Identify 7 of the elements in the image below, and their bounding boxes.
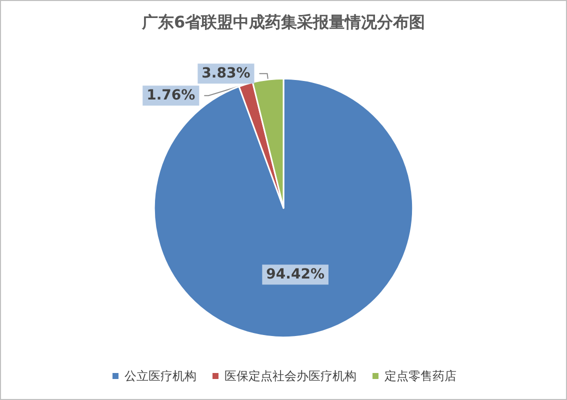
data-label: 1.76% bbox=[146, 88, 196, 104]
data-label: 94.42% bbox=[266, 266, 324, 283]
legend-label: 定点零售药店 bbox=[384, 369, 456, 383]
legend-label: 医保定点社会办医疗机构 bbox=[224, 369, 356, 383]
legend-label: 公立医疗机构 bbox=[124, 369, 196, 383]
chart-title: 广东6省联盟中成药集采报量情况分布图 bbox=[140, 12, 426, 32]
data-label: 3.83% bbox=[202, 66, 250, 82]
